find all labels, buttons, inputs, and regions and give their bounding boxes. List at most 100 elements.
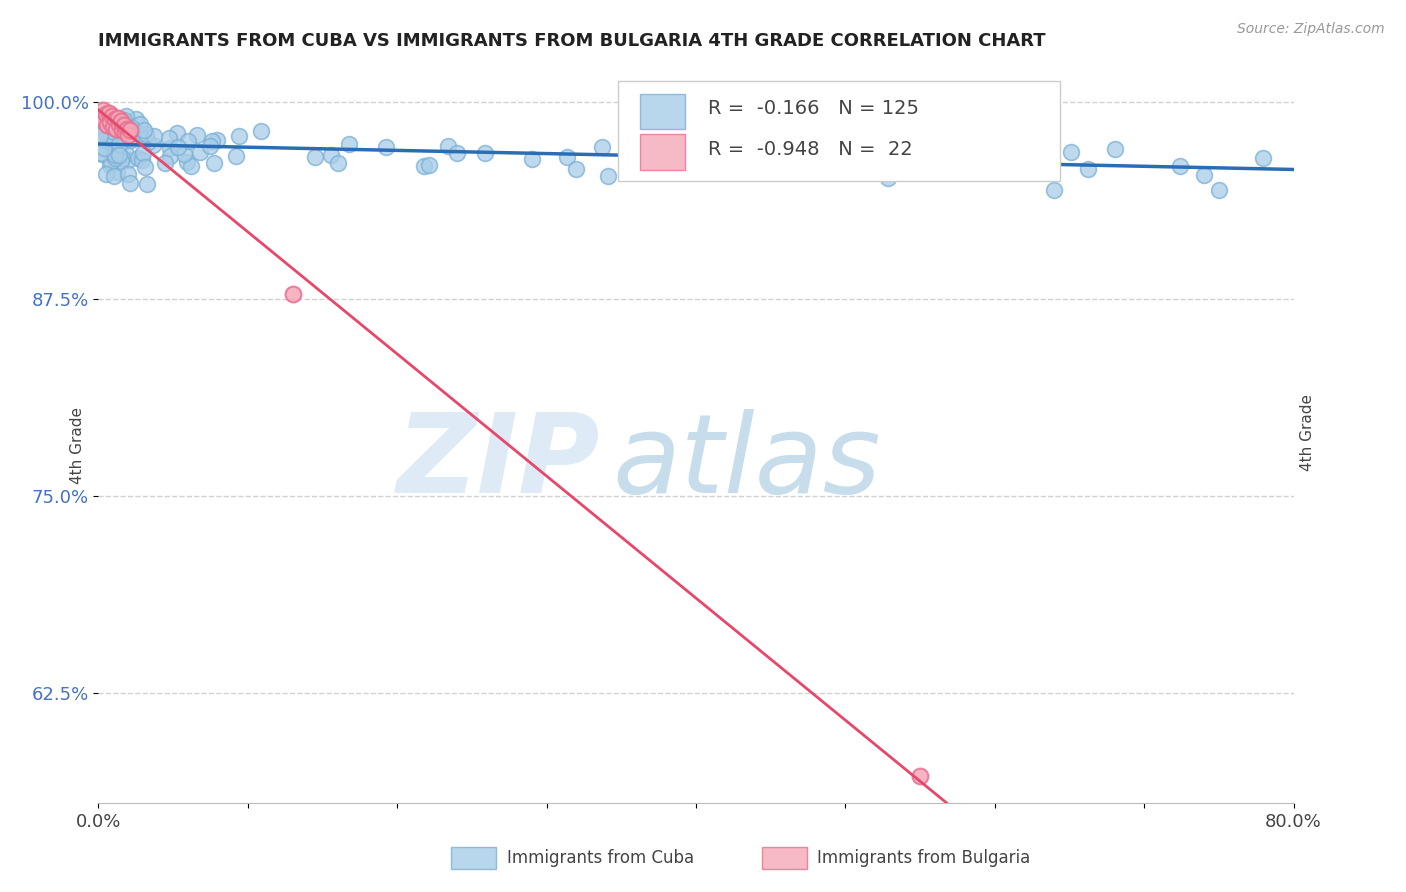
Point	[685, 122, 707, 136]
Text: Immigrants from Bulgaria: Immigrants from Bulgaria	[817, 849, 1031, 867]
Point	[108, 117, 131, 131]
Point	[1001, 135, 1024, 149]
Point	[1060, 145, 1083, 159]
Point	[110, 113, 132, 128]
Point	[107, 137, 129, 152]
Point	[111, 123, 134, 137]
Point	[101, 109, 124, 123]
Point	[108, 147, 131, 161]
Point	[304, 150, 326, 164]
Point	[103, 169, 125, 184]
Point	[105, 133, 128, 147]
Point	[117, 167, 139, 181]
Point	[1042, 183, 1064, 197]
Point	[90, 112, 112, 127]
Point	[120, 130, 142, 145]
Point	[110, 130, 132, 145]
Point	[98, 115, 122, 129]
Point	[652, 151, 675, 165]
Point	[97, 106, 120, 120]
Point	[159, 141, 181, 155]
Point	[114, 134, 136, 148]
Point	[142, 129, 165, 144]
Point	[201, 134, 224, 148]
Text: Source: ZipAtlas.com: Source: ZipAtlas.com	[1237, 22, 1385, 37]
Point	[1168, 160, 1191, 174]
Point	[97, 139, 120, 153]
Point	[97, 130, 120, 145]
Point	[104, 145, 127, 160]
Point	[115, 121, 138, 136]
Point	[1251, 151, 1274, 165]
Point	[114, 125, 136, 139]
Point	[177, 134, 200, 148]
Point	[648, 150, 671, 164]
Point	[520, 152, 543, 166]
Point	[97, 134, 120, 148]
Point	[117, 128, 139, 142]
Point	[90, 145, 112, 160]
Point	[94, 167, 117, 181]
Point	[1077, 161, 1099, 176]
Point	[337, 137, 360, 152]
Text: R =  -0.948   N =  22: R = -0.948 N = 22	[709, 140, 912, 160]
Point	[112, 112, 135, 127]
Point	[142, 137, 165, 152]
Point	[110, 113, 132, 128]
Point	[98, 158, 121, 172]
Point	[125, 128, 148, 143]
Point	[90, 111, 112, 125]
FancyBboxPatch shape	[640, 94, 685, 129]
Point	[110, 153, 132, 168]
Point	[115, 109, 138, 123]
Point	[89, 129, 111, 144]
Point	[96, 136, 118, 150]
FancyBboxPatch shape	[762, 847, 807, 870]
Point	[640, 146, 662, 161]
Point	[598, 169, 620, 183]
Point	[104, 112, 127, 127]
Point	[186, 128, 208, 142]
Point	[166, 126, 188, 140]
Point	[104, 147, 127, 161]
Point	[157, 130, 180, 145]
Point	[638, 120, 661, 134]
Point	[198, 138, 221, 153]
Text: R =  -0.166   N = 125: R = -0.166 N = 125	[709, 99, 920, 118]
Point	[1208, 183, 1230, 197]
Point	[132, 146, 155, 161]
Point	[134, 160, 156, 174]
Point	[1104, 142, 1126, 156]
Point	[103, 120, 125, 134]
Point	[176, 154, 198, 169]
Point	[136, 178, 159, 192]
Point	[173, 147, 195, 161]
Text: Immigrants from Cuba: Immigrants from Cuba	[508, 849, 695, 867]
Point	[159, 149, 181, 163]
Point	[115, 123, 138, 137]
Point	[108, 140, 131, 154]
Point	[446, 146, 468, 161]
Point	[228, 128, 250, 143]
Point	[225, 149, 247, 163]
Point	[135, 128, 157, 142]
Text: 4th Grade: 4th Grade	[70, 408, 84, 484]
Point	[89, 123, 111, 137]
Point	[101, 136, 124, 151]
Point	[418, 158, 440, 172]
Point	[112, 119, 135, 133]
Point	[167, 140, 190, 154]
Point	[91, 146, 114, 161]
Point	[474, 146, 496, 161]
Point	[101, 117, 124, 131]
Point	[98, 111, 121, 125]
Point	[104, 151, 127, 165]
Point	[828, 159, 851, 173]
Point	[103, 143, 125, 157]
Point	[876, 171, 898, 186]
FancyBboxPatch shape	[451, 847, 496, 870]
Y-axis label: 4th Grade: 4th Grade	[1301, 394, 1316, 471]
Point	[115, 147, 138, 161]
Point	[105, 165, 128, 179]
Text: ZIP: ZIP	[396, 409, 600, 516]
